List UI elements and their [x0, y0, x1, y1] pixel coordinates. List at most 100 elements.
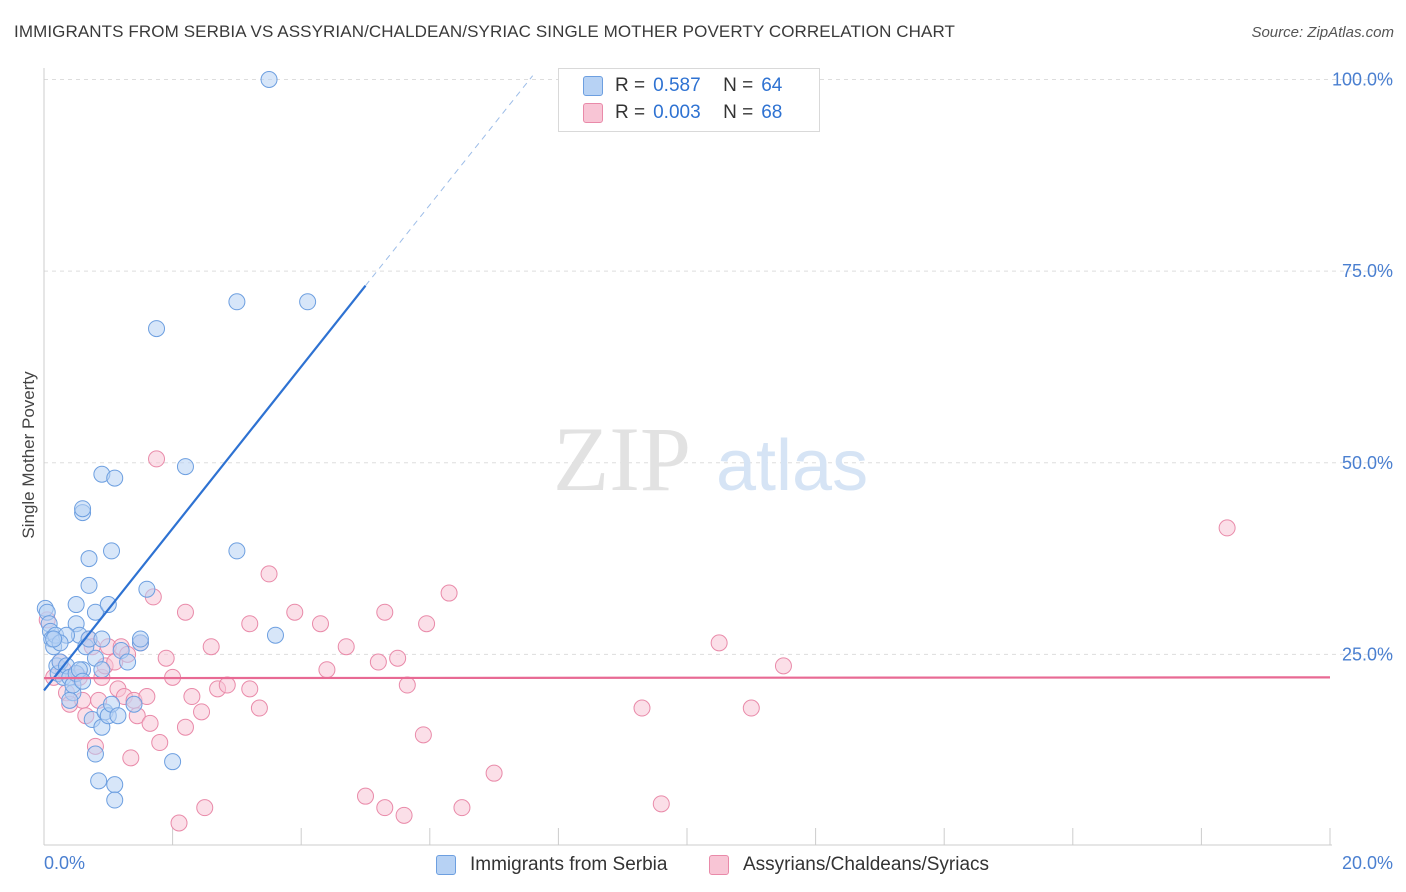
watermark-atlas: atlas [716, 426, 868, 506]
data-point-assyrians [157, 649, 175, 667]
data-point-assyrians [176, 603, 194, 621]
x-tick-label-max: 20.0% [1342, 853, 1393, 873]
data-point-assyrians [241, 680, 259, 698]
bottom-legend-serbia: Immigrants from Serbia [436, 852, 667, 878]
legend-n-value: 68 [761, 102, 783, 123]
data-point-assyrians [1218, 519, 1236, 537]
data-point-assyrians [311, 615, 329, 633]
data-point-serbia [266, 626, 284, 644]
data-point-serbia [99, 596, 117, 614]
data-point-assyrians [369, 653, 387, 671]
y-tick-label: 25.0% [1342, 644, 1393, 664]
data-point-assyrians [202, 638, 220, 656]
data-point-assyrians [170, 814, 188, 832]
bottom-legend-assyrians: Assyrians/Chaldeans/Syriacs [709, 852, 989, 878]
data-point-serbia [106, 469, 124, 487]
legend-n-label: N = [723, 75, 754, 96]
y-axis-label: Single Mother Poverty [19, 371, 38, 539]
data-point-assyrians [260, 565, 278, 583]
data-point-serbia [131, 630, 149, 648]
data-point-serbia [74, 672, 92, 690]
legend-r-label: R = [615, 102, 646, 123]
y-tick-label: 50.0% [1342, 453, 1393, 473]
data-point-assyrians [395, 806, 413, 824]
legend-n-value: 64 [761, 75, 783, 96]
chart-title: IMMIGRANTS FROM SERBIA VS ASSYRIAN/CHALD… [14, 22, 956, 41]
data-point-assyrians [138, 688, 156, 706]
legend-swatch-blue [583, 76, 603, 96]
data-point-assyrians [196, 799, 214, 817]
data-point-assyrians [250, 699, 268, 717]
data-point-serbia [90, 772, 108, 790]
data-point-serbia [67, 596, 85, 614]
axes [43, 68, 1332, 846]
data-point-assyrians [440, 584, 458, 602]
data-point-serbia [228, 542, 246, 560]
data-point-serbia [106, 791, 124, 809]
data-point-assyrians [376, 603, 394, 621]
data-point-assyrians [652, 795, 670, 813]
legend-n-label: N = [723, 102, 754, 123]
legend-swatch-pink [583, 103, 603, 123]
grid-lines [44, 79, 1395, 655]
trend-line-serbia-extension [365, 75, 534, 286]
trend-line-serbia [43, 285, 367, 692]
data-point-assyrians [485, 764, 503, 782]
bottom-legend-swatch-blue [436, 855, 456, 875]
data-point-assyrians [398, 676, 416, 694]
data-point-assyrians [633, 699, 651, 717]
y-tick-labels: 25.0% 50.0% 75.0% 100.0% [1332, 70, 1393, 665]
data-point-serbia [125, 695, 143, 713]
data-point-serbia [119, 653, 137, 671]
bottom-legend-label-serbia: Immigrants from Serbia [470, 854, 668, 875]
data-point-serbia [176, 458, 194, 476]
data-point-assyrians [122, 749, 140, 767]
data-point-serbia [138, 580, 156, 598]
correlation-legend: R = 0.587 N = 64 R = 0.003 N = 68 [558, 68, 820, 132]
data-point-serbia [80, 550, 98, 568]
data-point-assyrians [774, 657, 792, 675]
data-point-serbia [106, 776, 124, 794]
data-point-assyrians [337, 638, 355, 656]
x-tick-labels: 0.0% 20.0% [44, 853, 1393, 873]
data-point-assyrians [376, 799, 394, 817]
data-point-serbia [45, 630, 63, 648]
data-point-serbia [86, 603, 104, 621]
series-serbia-points [36, 71, 317, 809]
data-point-serbia [260, 71, 278, 88]
data-point-assyrians [357, 787, 374, 805]
data-point-assyrians [183, 688, 201, 706]
watermark-zip: ZIP [553, 408, 691, 510]
data-point-assyrians [414, 726, 432, 744]
x-tick-label-min: 0.0% [44, 853, 85, 873]
data-point-assyrians [176, 718, 194, 736]
legend-row-assyrians: R = 0.003 N = 68 [583, 100, 782, 126]
data-point-assyrians [286, 603, 304, 621]
y-tick-label: 75.0% [1342, 261, 1393, 281]
legend-row-serbia: R = 0.587 N = 64 [583, 73, 782, 99]
trend-line-assyrians [43, 676, 1331, 680]
source-label: Source: ZipAtlas.com [1251, 24, 1394, 41]
data-point-serbia [228, 293, 246, 311]
data-point-serbia [103, 542, 121, 560]
data-point-assyrians [418, 615, 436, 633]
data-point-serbia [109, 707, 127, 725]
data-point-serbia [299, 293, 317, 311]
data-point-assyrians [141, 714, 159, 732]
data-point-assyrians [151, 734, 169, 752]
data-point-serbia [86, 745, 104, 763]
data-point-serbia [74, 500, 92, 518]
y-tick-label: 100.0% [1332, 70, 1393, 90]
legend-r-value: 0.587 [653, 75, 701, 96]
data-point-serbia [164, 753, 182, 771]
data-point-serbia [148, 320, 166, 338]
data-point-serbia [80, 576, 98, 594]
data-point-serbia [61, 691, 79, 709]
data-point-assyrians [742, 699, 760, 717]
data-point-assyrians [318, 661, 336, 679]
data-point-serbia [93, 661, 111, 679]
trend-lines [43, 75, 1331, 692]
data-point-assyrians [148, 450, 166, 468]
data-point-assyrians [241, 615, 259, 633]
